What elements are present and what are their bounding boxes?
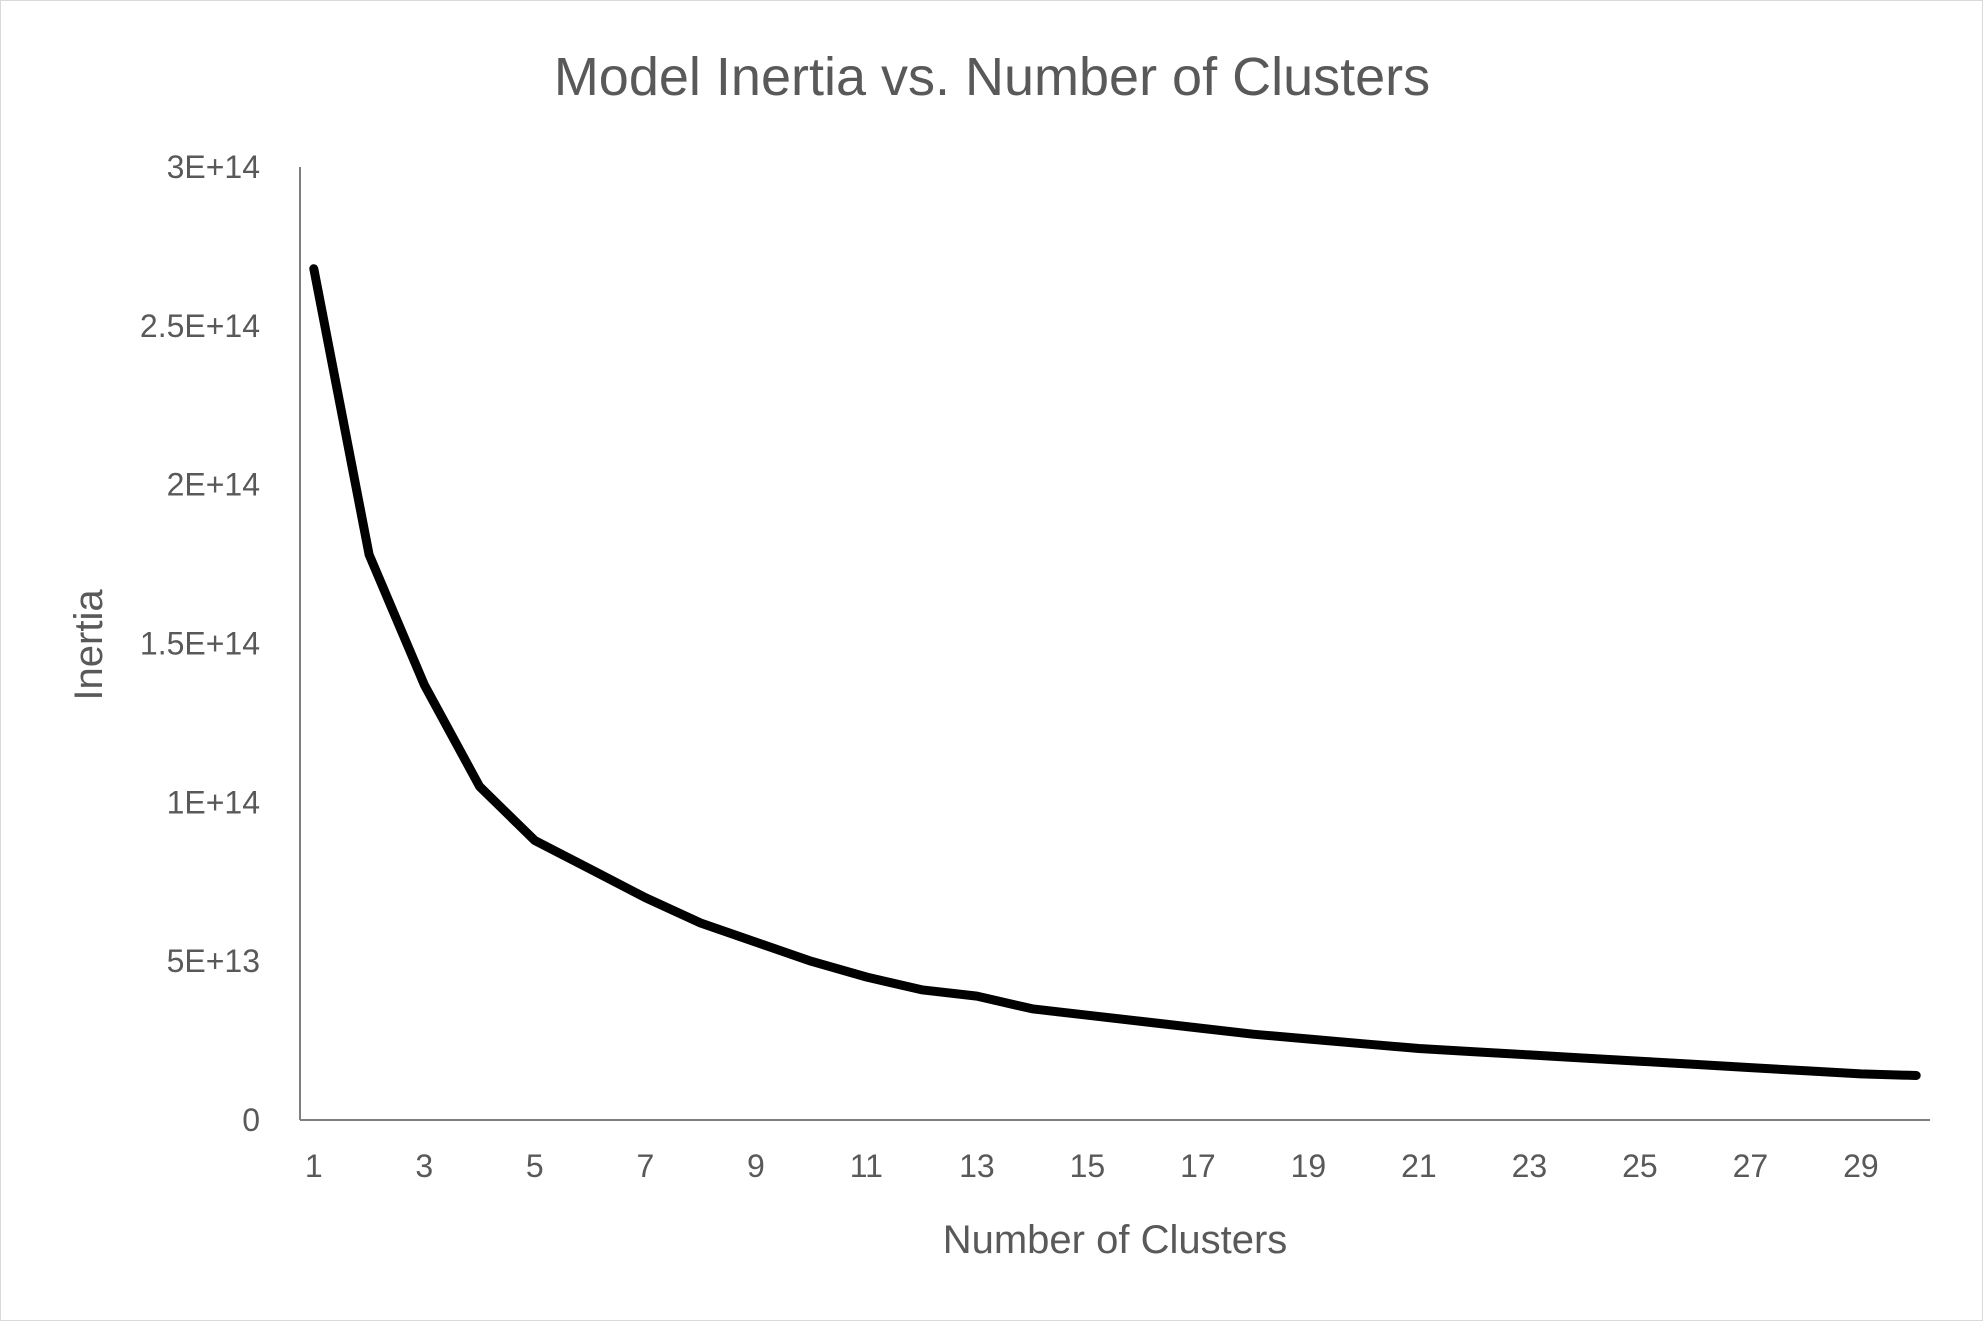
x-tick-label: 3 (415, 1148, 433, 1184)
y-tick-label: 0 (242, 1102, 260, 1138)
x-tick-label: 7 (636, 1148, 654, 1184)
y-tick-label: 5E+13 (167, 943, 260, 979)
x-tick-label: 25 (1622, 1148, 1658, 1184)
x-tick-label: 13 (959, 1148, 995, 1184)
x-tick-label: 19 (1291, 1148, 1327, 1184)
series-layer (314, 269, 1917, 1076)
x-tick-label: 29 (1843, 1148, 1879, 1184)
y-axis-title: Inertia (67, 589, 111, 701)
x-tick-label: 5 (526, 1148, 544, 1184)
x-tick-label: 23 (1512, 1148, 1548, 1184)
series-line (314, 269, 1916, 1076)
x-tick-label: 17 (1180, 1148, 1216, 1184)
chart-title: Model Inertia vs. Number of Clusters (554, 47, 1430, 107)
x-tick-label: 11 (850, 1148, 883, 1184)
y-tick-label: 3E+14 (167, 149, 260, 185)
y-tick-label: 1.5E+14 (140, 626, 260, 662)
y-axis-ticks: 0 5E+13 1E+14 1.5E+14 2E+14 2.5E+14 3E+14 (140, 149, 260, 1138)
x-tick-label: 1 (305, 1148, 323, 1184)
y-tick-label: 1E+14 (167, 784, 260, 820)
y-tick-label: 2E+14 (167, 467, 260, 503)
y-tick-label: 2.5E+14 (140, 308, 260, 344)
x-axis-title: Number of Clusters (943, 1218, 1288, 1262)
x-tick-label: 15 (1070, 1148, 1106, 1184)
x-tick-label: 9 (747, 1148, 765, 1184)
x-tick-label: 27 (1733, 1148, 1769, 1184)
x-tick-label: 21 (1401, 1148, 1437, 1184)
